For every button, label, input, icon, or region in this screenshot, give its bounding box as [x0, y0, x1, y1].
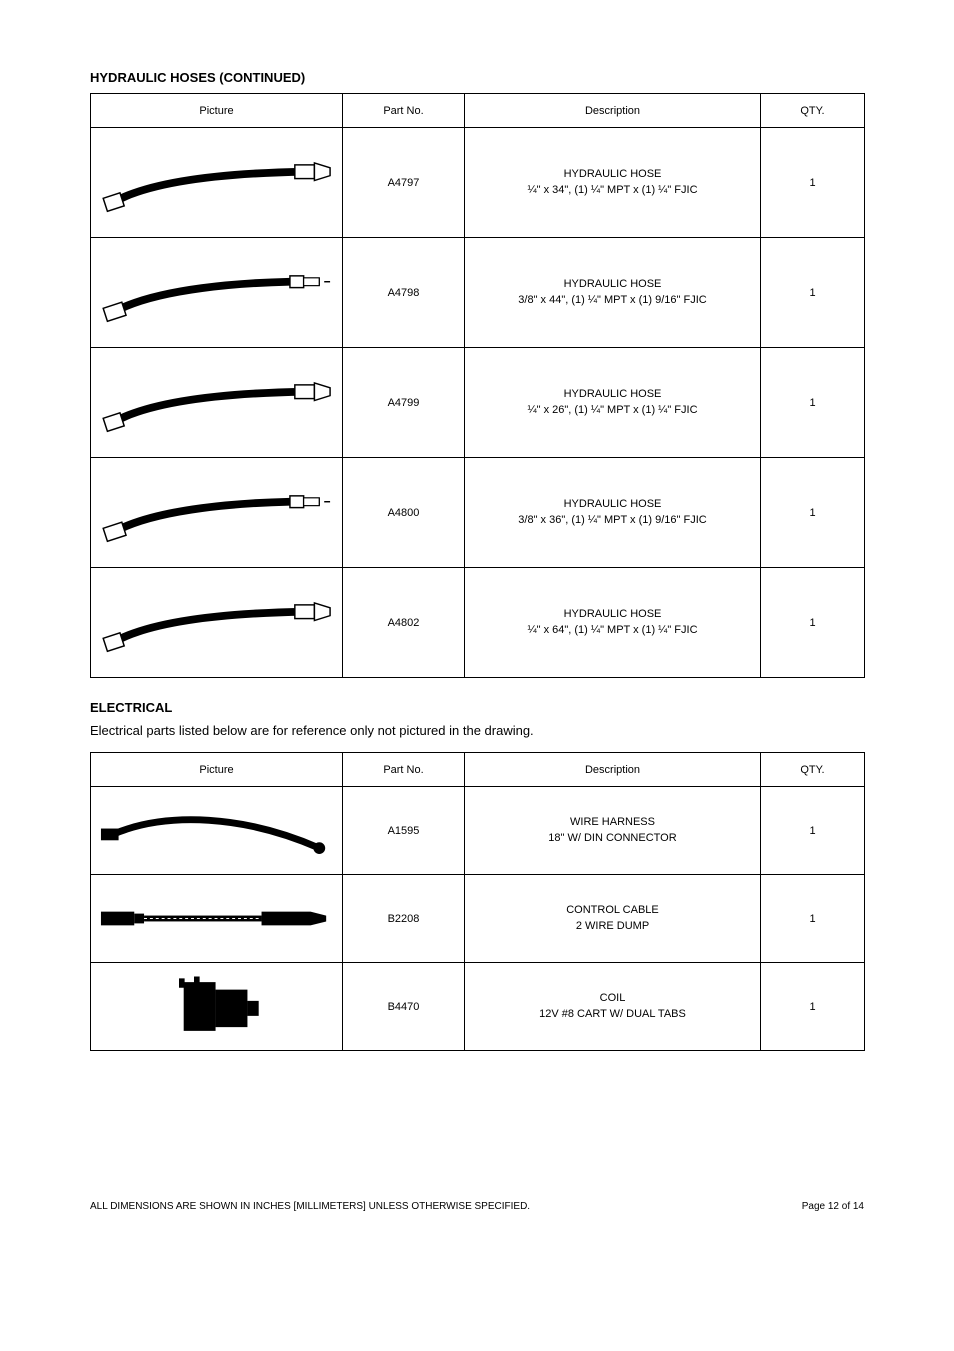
part-qty: 1 [761, 238, 865, 348]
part-number: B4470 [343, 963, 465, 1051]
table-row: B4470 COIL 12V #8 CART W/ DUAL TABS 1 [91, 963, 865, 1051]
coil-icon [99, 969, 334, 1044]
part-description: HYDRAULIC HOSE ¼" x 64", (1) ¼" MPT x (1)… [465, 568, 761, 678]
footer-dimensions-note: ALL DIMENSIONS ARE SHOWN IN INCHES [MILL… [90, 1201, 530, 1212]
part-description-detail: 18" W/ DIN CONNECTOR [548, 832, 676, 846]
part-image-cell [91, 568, 343, 678]
part-number: A4797 [343, 128, 465, 238]
part-qty: 1 [761, 128, 865, 238]
part-description-name: HYDRAULIC HOSE [564, 498, 662, 512]
part-description: CONTROL CABLE 2 WIRE DUMP [465, 875, 761, 963]
part-description-detail: 3/8" x 36", (1) ¼" MPT x (1) 9/16" FJIC [518, 514, 706, 528]
col-header-description: Description [465, 94, 761, 128]
table-hydraulic-hoses: PicturePart No.DescriptionQTY. A4797HYDR… [90, 93, 865, 678]
part-description: HYDRAULIC HOSE 3/8" x 44", (1) ¼" MPT x (… [465, 238, 761, 348]
col-header-description: Description [465, 753, 761, 787]
part-description-name: COIL [600, 992, 626, 1006]
part-qty: 1 [761, 963, 865, 1051]
part-description: WIRE HARNESS 18" W/ DIN CONNECTOR [465, 787, 761, 875]
control-cable-icon [99, 881, 334, 956]
part-description-name: CONTROL CABLE [566, 904, 659, 918]
hose-icon [99, 464, 334, 561]
part-description-name: HYDRAULIC HOSE [564, 168, 662, 182]
col-header-qty: QTY. [761, 94, 865, 128]
wire-harness-icon [99, 793, 334, 868]
part-description-detail: 12V #8 CART W/ DUAL TABS [539, 1008, 686, 1022]
part-description-name: HYDRAULIC HOSE [564, 278, 662, 292]
table-row: A4799 HYDRAULIC HOSE ¼" x 26", (1) ¼" MPT … [91, 348, 865, 458]
col-header-part_no: Part No. [343, 94, 465, 128]
part-description-detail: 3/8" x 44", (1) ¼" MPT x (1) 9/16" FJIC [518, 294, 706, 308]
hose-icon [99, 244, 334, 341]
table-row: B2208 CONTROL CABLE 2 WIRE DUMP 1 [91, 875, 865, 963]
part-qty: 1 [761, 875, 865, 963]
part-image-cell [91, 875, 343, 963]
col-header-part_no: Part No. [343, 753, 465, 787]
part-image-cell [91, 458, 343, 568]
col-header-picture: Picture [91, 753, 343, 787]
part-number: B2208 [343, 875, 465, 963]
part-image-cell [91, 238, 343, 348]
part-description-name: HYDRAULIC HOSE [564, 608, 662, 622]
table-row: A1595 WIRE HARNESS 18" W/ DIN CONNECTOR 1 [91, 787, 865, 875]
col-header-picture: Picture [91, 94, 343, 128]
part-number: A4798 [343, 238, 465, 348]
part-description: HYDRAULIC HOSE ¼" x 34", (1) ¼" MPT x (1)… [465, 128, 761, 238]
table-row: A4797 HYDRAULIC HOSE ¼" x 34", (1) ¼" MPT … [91, 128, 865, 238]
part-number: A4802 [343, 568, 465, 678]
part-description-detail: ¼" x 34", (1) ¼" MPT x (1) ¼" FJIC [527, 184, 697, 198]
part-description-name: WIRE HARNESS [570, 816, 655, 830]
part-description: HYDRAULIC HOSE ¼" x 26", (1) ¼" MPT x (1)… [465, 348, 761, 458]
hose-icon [99, 134, 334, 231]
part-image-cell [91, 963, 343, 1051]
table-electrical: PicturePart No.DescriptionQTY. A1595WIRE… [90, 752, 865, 1051]
col-header-qty: QTY. [761, 753, 865, 787]
part-number: A1595 [343, 787, 465, 875]
part-description-detail: 2 WIRE DUMP [576, 920, 649, 934]
part-image-cell [91, 787, 343, 875]
part-qty: 1 [761, 568, 865, 678]
part-image-cell [91, 348, 343, 458]
hose-icon [99, 574, 334, 671]
section-title-electrical: ELECTRICAL [90, 700, 864, 715]
part-number: A4799 [343, 348, 465, 458]
part-description: COIL 12V #8 CART W/ DUAL TABS [465, 963, 761, 1051]
section-subnote-electrical: Electrical parts listed below are for re… [90, 723, 864, 738]
part-description-detail: ¼" x 64", (1) ¼" MPT x (1) ¼" FJIC [527, 624, 697, 638]
section-title-hydraulic: HYDRAULIC HOSES (CONTINUED) [90, 70, 864, 85]
table-row: A4800 HYDRAULIC HOSE 3/8" x 36", (1) ¼" MP… [91, 458, 865, 568]
part-qty: 1 [761, 787, 865, 875]
part-description-detail: ¼" x 26", (1) ¼" MPT x (1) ¼" FJIC [527, 404, 697, 418]
part-description: HYDRAULIC HOSE 3/8" x 36", (1) ¼" MPT x (… [465, 458, 761, 568]
part-number: A4800 [343, 458, 465, 568]
page-footer: ALL DIMENSIONS ARE SHOWN IN INCHES [MILL… [90, 1201, 864, 1212]
table-row: A4802 HYDRAULIC HOSE ¼" x 64", (1) ¼" MPT … [91, 568, 865, 678]
part-qty: 1 [761, 348, 865, 458]
table-row: A4798 HYDRAULIC HOSE 3/8" x 44", (1) ¼" MP… [91, 238, 865, 348]
part-description-name: HYDRAULIC HOSE [564, 388, 662, 402]
part-qty: 1 [761, 458, 865, 568]
hose-icon [99, 354, 334, 451]
footer-page-number: Page 12 of 14 [802, 1201, 864, 1212]
part-image-cell [91, 128, 343, 238]
